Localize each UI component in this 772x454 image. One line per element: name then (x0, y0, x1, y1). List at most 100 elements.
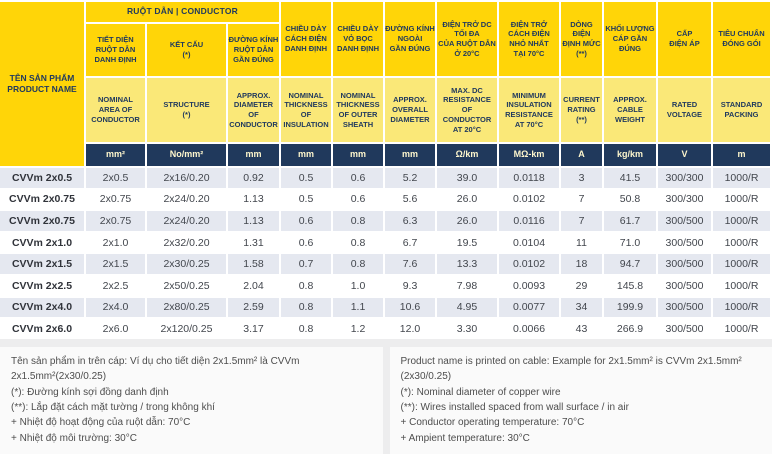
cell-insulation-thickness: 0.7 (281, 254, 331, 274)
cell-sheath-thickness: 1.1 (333, 298, 383, 318)
cell-rated-voltage: 300/500 (658, 254, 711, 274)
cell-dc-resistance: 19.5 (437, 233, 497, 253)
en-header-cell: CURRENT RATING (**) (561, 78, 602, 142)
cell-conductor-diameter: 3.17 (228, 319, 279, 339)
unit-cell: mm (385, 144, 435, 166)
cell-sheath-thickness: 0.8 (333, 254, 383, 274)
vn-header-cell: ĐIỆN TRỞ DC TỐI ĐA CỦA RUỘT DẪN Ở 20°C (437, 2, 497, 76)
note-line: + Ampient temperature: 30°C (401, 431, 762, 446)
cell-cable-weight: 41.5 (604, 168, 656, 188)
table-row: CVVm 2x2.5 2x2.5 2x50/0.25 2.04 0.8 1.0 … (0, 276, 772, 296)
en-header-cell: NOMINAL THICKNESS OF INSULATION (281, 78, 331, 142)
table-row: CVVm 2x1.0 2x1.0 2x32/0.20 1.31 0.6 0.8 … (0, 233, 772, 253)
vn-header-cell: KHỐI LƯỢNG CÁP GẦN ĐÚNG (604, 2, 656, 76)
en-header-cell: NOMINAL THICKNESS OF OUTER SHEATH (333, 78, 383, 142)
en-header-cell: APPROX. CABLE WEIGHT (604, 78, 656, 142)
cell-current-rating: 7 (561, 190, 602, 210)
cell-rated-voltage: 300/500 (658, 319, 711, 339)
en-header-cell: APPROX. OVERALL DIAMETER (385, 78, 435, 142)
cell-structure: 2x16/0.20 (147, 168, 226, 188)
vn-header-cell: CHIỀU DÀY VỎ BỌC DANH ĐỊNH (333, 2, 383, 76)
cell-conductor-diameter: 1.58 (228, 254, 279, 274)
unit-cell: kg/km (604, 144, 656, 166)
table-row: CVVm 2x6.0 2x6.0 2x120/0.25 3.17 0.8 1.2… (0, 319, 772, 339)
vn-header-cell: CHIỀU DÀY CÁCH ĐIỆN DANH ĐỊNH (281, 2, 331, 76)
footnotes: Tên sản phẩm in trên cáp: Ví dụ cho tiết… (0, 347, 772, 454)
note-line: + Nhiệt độ hoạt động của ruột dẫn: 70°C (11, 415, 372, 430)
note-line: Tên sản phẩm in trên cáp: Ví dụ cho tiết… (11, 354, 372, 385)
vn-header-cell: ĐIỆN TRỞ CÁCH ĐIỆN NHỎ NHẤT TẠI 70°C (499, 2, 559, 76)
cell-overall-diameter: 7.6 (385, 254, 435, 274)
cell-standard-packing: 1000/R (713, 168, 770, 188)
product-name-cell: CVVm 2x0.75 (0, 190, 84, 210)
cell-dc-resistance: 26.0 (437, 211, 497, 231)
unit-cell: mm (281, 144, 331, 166)
cell-standard-packing: 1000/R (713, 233, 770, 253)
cell-current-rating: 29 (561, 276, 602, 296)
product-name-cell: CVVm 2x0.5 (0, 168, 84, 188)
cell-current-rating: 18 (561, 254, 602, 274)
vn-header-cell: TIÊU CHUẨN ĐÓNG GÓI (713, 2, 770, 76)
cell-standard-packing: 1000/R (713, 319, 770, 339)
cell-sheath-thickness: 0.6 (333, 168, 383, 188)
cell-sheath-thickness: 0.8 (333, 211, 383, 231)
note-line: + Nhiệt độ môi trường: 30°C (11, 431, 372, 446)
cell-overall-diameter: 6.7 (385, 233, 435, 253)
cell-conductor-diameter: 0.92 (228, 168, 279, 188)
en-header-cell: MAX. DC RESISTANCE OF CONDUCTOR AT 20°C (437, 78, 497, 142)
en-header-cell: RATED VOLTAGE (658, 78, 711, 142)
cell-insulation-thickness: 0.5 (281, 168, 331, 188)
cell-structure: 2x30/0.25 (147, 254, 226, 274)
unit-cell: Ω/km (437, 144, 497, 166)
cell-dc-resistance: 4.95 (437, 298, 497, 318)
cell-overall-diameter: 9.3 (385, 276, 435, 296)
cell-conductor-diameter: 1.13 (228, 211, 279, 231)
table-body: CVVm 2x0.5 2x0.5 2x16/0.20 0.92 0.5 0.6 … (0, 168, 772, 339)
note-line: (*): Đường kính sợi đồng danh định (11, 385, 372, 400)
cell-overall-diameter: 5.2 (385, 168, 435, 188)
cell-structure: 2x24/0.20 (147, 190, 226, 210)
unit-cell: V (658, 144, 711, 166)
table-row: CVVm 2x4.0 2x4.0 2x80/0.25 2.59 0.8 1.1 … (0, 298, 772, 318)
vn-header-cell: ĐƯỜNG KÍNH NGOÀI GẦN ĐÚNG (385, 2, 435, 76)
cell-conductor-diameter: 2.59 (228, 298, 279, 318)
cell-insulation-thickness: 0.6 (281, 233, 331, 253)
cell-structure: 2x80/0.25 (147, 298, 226, 318)
cell-insulation-thickness: 0.8 (281, 319, 331, 339)
cable-spec-table: TÊN SẢN PHẨM PRODUCT NAME RUỘT DẪN | CON… (0, 0, 772, 339)
cell-conductor-diameter: 1.13 (228, 190, 279, 210)
vn-header-cell: CẤP ĐIỆN ÁP (658, 2, 711, 76)
cell-conductor-diameter: 1.31 (228, 233, 279, 253)
cell-dc-resistance: 7.98 (437, 276, 497, 296)
cell-nominal-area: 2x2.5 (86, 276, 145, 296)
cell-insulation-resistance: 0.0118 (499, 168, 559, 188)
cell-dc-resistance: 26.0 (437, 190, 497, 210)
en-header-cell: MINIMUM INSULATION RESISTANCE AT 70°C (499, 78, 559, 142)
cell-nominal-area: 2x0.5 (86, 168, 145, 188)
product-name-header: TÊN SẢN PHẨM PRODUCT NAME (0, 2, 84, 166)
cell-standard-packing: 1000/R (713, 254, 770, 274)
cell-structure: 2x24/0.20 (147, 211, 226, 231)
cell-standard-packing: 1000/R (713, 211, 770, 231)
product-name-cell: CVVm 2x6.0 (0, 319, 84, 339)
cell-overall-diameter: 5.6 (385, 190, 435, 210)
cell-insulation-thickness: 0.6 (281, 211, 331, 231)
cell-insulation-thickness: 0.8 (281, 276, 331, 296)
cell-standard-packing: 1000/R (713, 276, 770, 296)
cell-dc-resistance: 13.3 (437, 254, 497, 274)
cell-insulation-thickness: 0.8 (281, 298, 331, 318)
cell-cable-weight: 61.7 (604, 211, 656, 231)
en-header-cell: STRUCTURE (*) (147, 78, 226, 142)
en-header-cell: NOMINAL AREA OF CONDUCTOR (86, 78, 145, 142)
cell-rated-voltage: 300/300 (658, 168, 711, 188)
cell-overall-diameter: 12.0 (385, 319, 435, 339)
conductor-group-header: RUỘT DẪN | CONDUCTOR (86, 2, 279, 22)
product-name-cell: CVVm 2x0.75 (0, 211, 84, 231)
cell-insulation-resistance: 0.0066 (499, 319, 559, 339)
note-line: Product name is printed on cable: Exampl… (401, 354, 762, 385)
cell-current-rating: 7 (561, 211, 602, 231)
cell-rated-voltage: 300/500 (658, 233, 711, 253)
cell-current-rating: 11 (561, 233, 602, 253)
cell-nominal-area: 2x0.75 (86, 190, 145, 210)
